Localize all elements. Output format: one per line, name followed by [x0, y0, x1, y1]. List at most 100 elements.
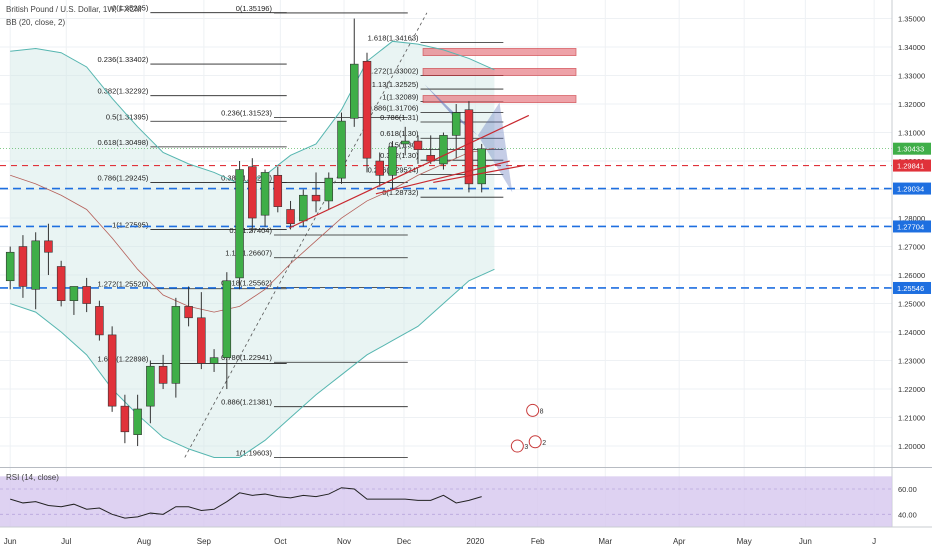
time-axis-bg [0, 527, 932, 550]
candle-body [362, 60, 372, 159]
channel-trendline [433, 164, 526, 183]
fib-level-label: 0.5(1.27404) [229, 226, 272, 235]
time-tick-label: Dec [397, 537, 411, 546]
time-tick-label: Apr [673, 537, 686, 546]
fib-level-label: 1(1.32089) [382, 92, 419, 101]
candle-body [286, 209, 295, 225]
fib-level-label: 1(1.27595) [112, 221, 149, 230]
rsi-indicator-label: RSI (14, close) [6, 473, 59, 482]
price-tag-label: 1.25546 [897, 284, 924, 293]
bollinger-basis-line [10, 147, 495, 313]
candle-body [184, 306, 193, 319]
candle-body [248, 166, 257, 219]
price-tick-label: 1.25000 [898, 300, 925, 309]
time-tick-label: Jun [4, 537, 17, 546]
time-tick-label: May [737, 537, 752, 546]
fib-level-label: 0.786(1.29245) [97, 174, 148, 183]
candle-body [235, 169, 244, 279]
fib-level-label: 0(1.35196) [236, 4, 273, 13]
fib-level-label: 0.618(1.30) [380, 129, 419, 138]
price-tick-label: 1.32000 [898, 100, 925, 109]
fib-level-label: 0.786(1.22941) [221, 353, 272, 362]
candle-body [260, 172, 270, 216]
time-tick-label: Aug [137, 537, 151, 546]
price-axis-bg [892, 0, 932, 527]
fib-level-label: 0(1.35205) [112, 4, 149, 13]
fib-level-label: 1.272(1.33002) [368, 66, 419, 75]
candle-body [273, 174, 283, 207]
candle-body [56, 266, 66, 301]
candle-body [222, 280, 232, 358]
price-tick-label: 1.22000 [898, 385, 925, 394]
fib-level-label: 1.13(1.32525) [372, 80, 419, 89]
resistance-zone [422, 68, 577, 76]
time-tick-label: Feb [531, 537, 545, 546]
bb-indicator-label: BB (20, close, 2) [6, 18, 66, 27]
price-tick-label: 1.21000 [898, 414, 925, 423]
time-tick-label: Sep [197, 537, 212, 546]
price-tick-label: 1.20000 [898, 442, 925, 451]
time-tick-label: 2020 [466, 537, 484, 546]
candle-body [197, 317, 206, 364]
candle-body [439, 135, 448, 165]
candle-body [337, 120, 346, 179]
price-tag [893, 142, 931, 155]
fib-level-label: 0.886(1.31706) [368, 103, 419, 112]
candle-body [107, 334, 117, 407]
price-tick-label: 1.33000 [898, 72, 925, 81]
price-tag-label: 1.29841 [897, 162, 924, 171]
time-tick-label: Nov [337, 537, 351, 546]
time-tick-label: Jun [799, 537, 812, 546]
rsi-tick-label: 40.00 [898, 510, 917, 519]
fib-level-label: 0.618(1.25562) [221, 279, 272, 288]
candle-body [375, 160, 384, 176]
candle-body [477, 148, 486, 185]
candle-body [146, 365, 155, 407]
price-tag [893, 182, 931, 195]
price-tick-label: 1.31000 [898, 129, 925, 138]
fib-level-label: 0.618(1.30498) [97, 138, 148, 147]
candle-body [311, 194, 321, 202]
candle-body [413, 140, 423, 150]
rsi-band [0, 476, 892, 527]
fib-level-label: 0.382(1.29245) [221, 174, 272, 183]
price-tag-label: 1.29034 [897, 185, 924, 194]
event-count: 2 [542, 440, 546, 447]
price-tick-label: 1.35000 [898, 15, 925, 24]
candle-body [44, 240, 53, 253]
fib-level-label: 1(1.19603) [236, 448, 273, 457]
fib-level-label: 0.382(1.30) [380, 151, 419, 160]
harmonic-pattern-shape [477, 102, 513, 193]
fib-level-label: 0.236(1.31523) [221, 109, 272, 118]
time-tick-label: Oct [274, 537, 287, 546]
fib-level-label: 0.786(1.31) [380, 113, 419, 122]
price-tick-label: 1.24000 [898, 328, 925, 337]
price-tick-label: 1.34000 [898, 43, 925, 52]
price-tick-label: 1.28000 [898, 214, 925, 223]
price-tag [893, 159, 931, 172]
fib-level-label: 0.5(1.30) [388, 141, 419, 150]
resistance-zone [422, 48, 577, 56]
candle-body [133, 408, 142, 435]
fib-level-label: 0.886(1.21381) [221, 398, 272, 407]
time-tick-label: Jul [61, 537, 71, 546]
resistance-zone [422, 95, 577, 104]
candle-body [69, 286, 79, 301]
price-tick-label: 1.27000 [898, 243, 925, 252]
candle-body [120, 405, 130, 433]
bollinger-lower-line [10, 268, 495, 458]
candle-body [5, 251, 15, 282]
candle-body [464, 109, 474, 185]
candle-body [451, 112, 461, 136]
price-tag-label: 1.27704 [897, 222, 924, 231]
time-tick-label: Mar [598, 537, 612, 546]
fib-level-label: 0.5(1.31395) [106, 112, 149, 121]
price-tag [893, 220, 931, 233]
time-tick-label: J [872, 537, 876, 546]
symbol-title: British Pound / U.S. Dollar, 1W, FXCM [6, 5, 142, 14]
candle-body [171, 306, 181, 384]
diagonal-dashed-trendline [184, 12, 428, 458]
candle-body [18, 246, 28, 287]
